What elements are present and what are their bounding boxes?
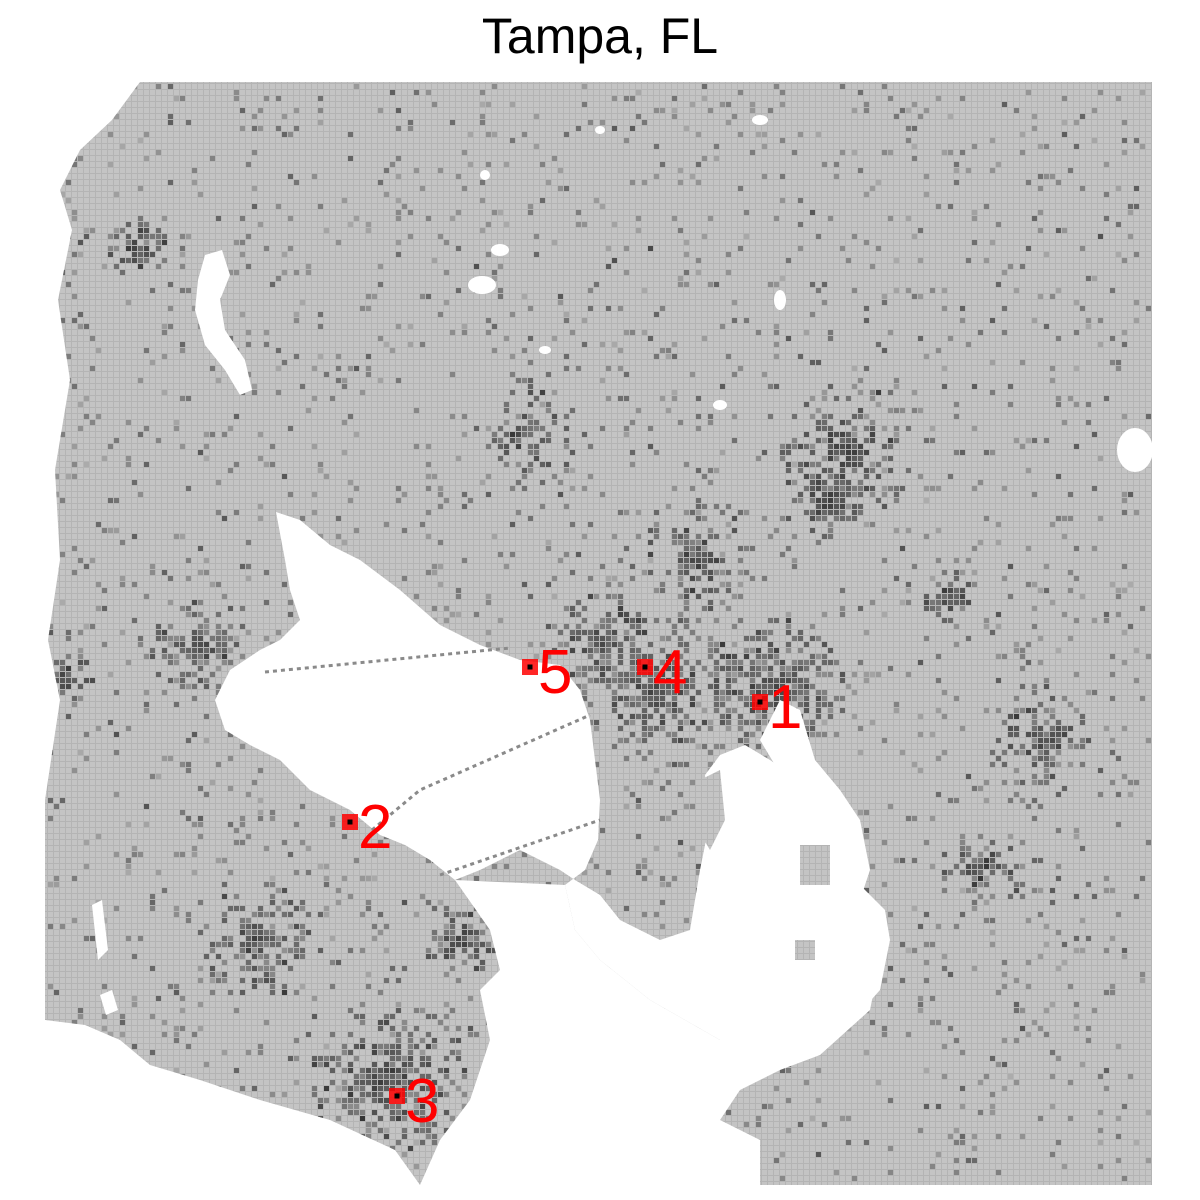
bridges bbox=[264, 646, 601, 877]
marker-center-dot bbox=[642, 664, 648, 670]
marker-center-dot bbox=[527, 664, 533, 670]
hillsborough-bay bbox=[760, 700, 870, 900]
howard-frankland-bridge bbox=[371, 713, 591, 832]
marker-center-dot bbox=[347, 819, 353, 825]
marker-2[interactable]: 2 bbox=[342, 793, 392, 862]
marker-label: 4 bbox=[653, 638, 687, 707]
marker-5[interactable]: 5 bbox=[522, 638, 572, 707]
courtney-campbell-causeway bbox=[264, 646, 511, 674]
marker-center-dot bbox=[394, 1093, 400, 1099]
urban-density-layer bbox=[45, 84, 1151, 1181]
water-bodies bbox=[45, 115, 1153, 1185]
marker-label: 5 bbox=[538, 638, 572, 707]
bay-islands bbox=[698, 770, 830, 960]
old-tampa-bay bbox=[215, 512, 890, 1070]
lower-tampa-bay bbox=[420, 880, 880, 1185]
marker-3[interactable]: 3 bbox=[389, 1067, 439, 1136]
marker-label: 3 bbox=[405, 1067, 439, 1136]
marker-label: 1 bbox=[768, 673, 802, 742]
lake-tarpon bbox=[195, 250, 252, 395]
marker-4[interactable]: 4 bbox=[637, 638, 687, 707]
map-title: Tampa, FL bbox=[481, 8, 719, 64]
marker-label: 2 bbox=[358, 793, 392, 862]
markers-layer: 1 2 3 4 5 bbox=[342, 638, 802, 1136]
marker-center-dot bbox=[757, 699, 763, 705]
marker-1[interactable]: 1 bbox=[752, 673, 802, 742]
